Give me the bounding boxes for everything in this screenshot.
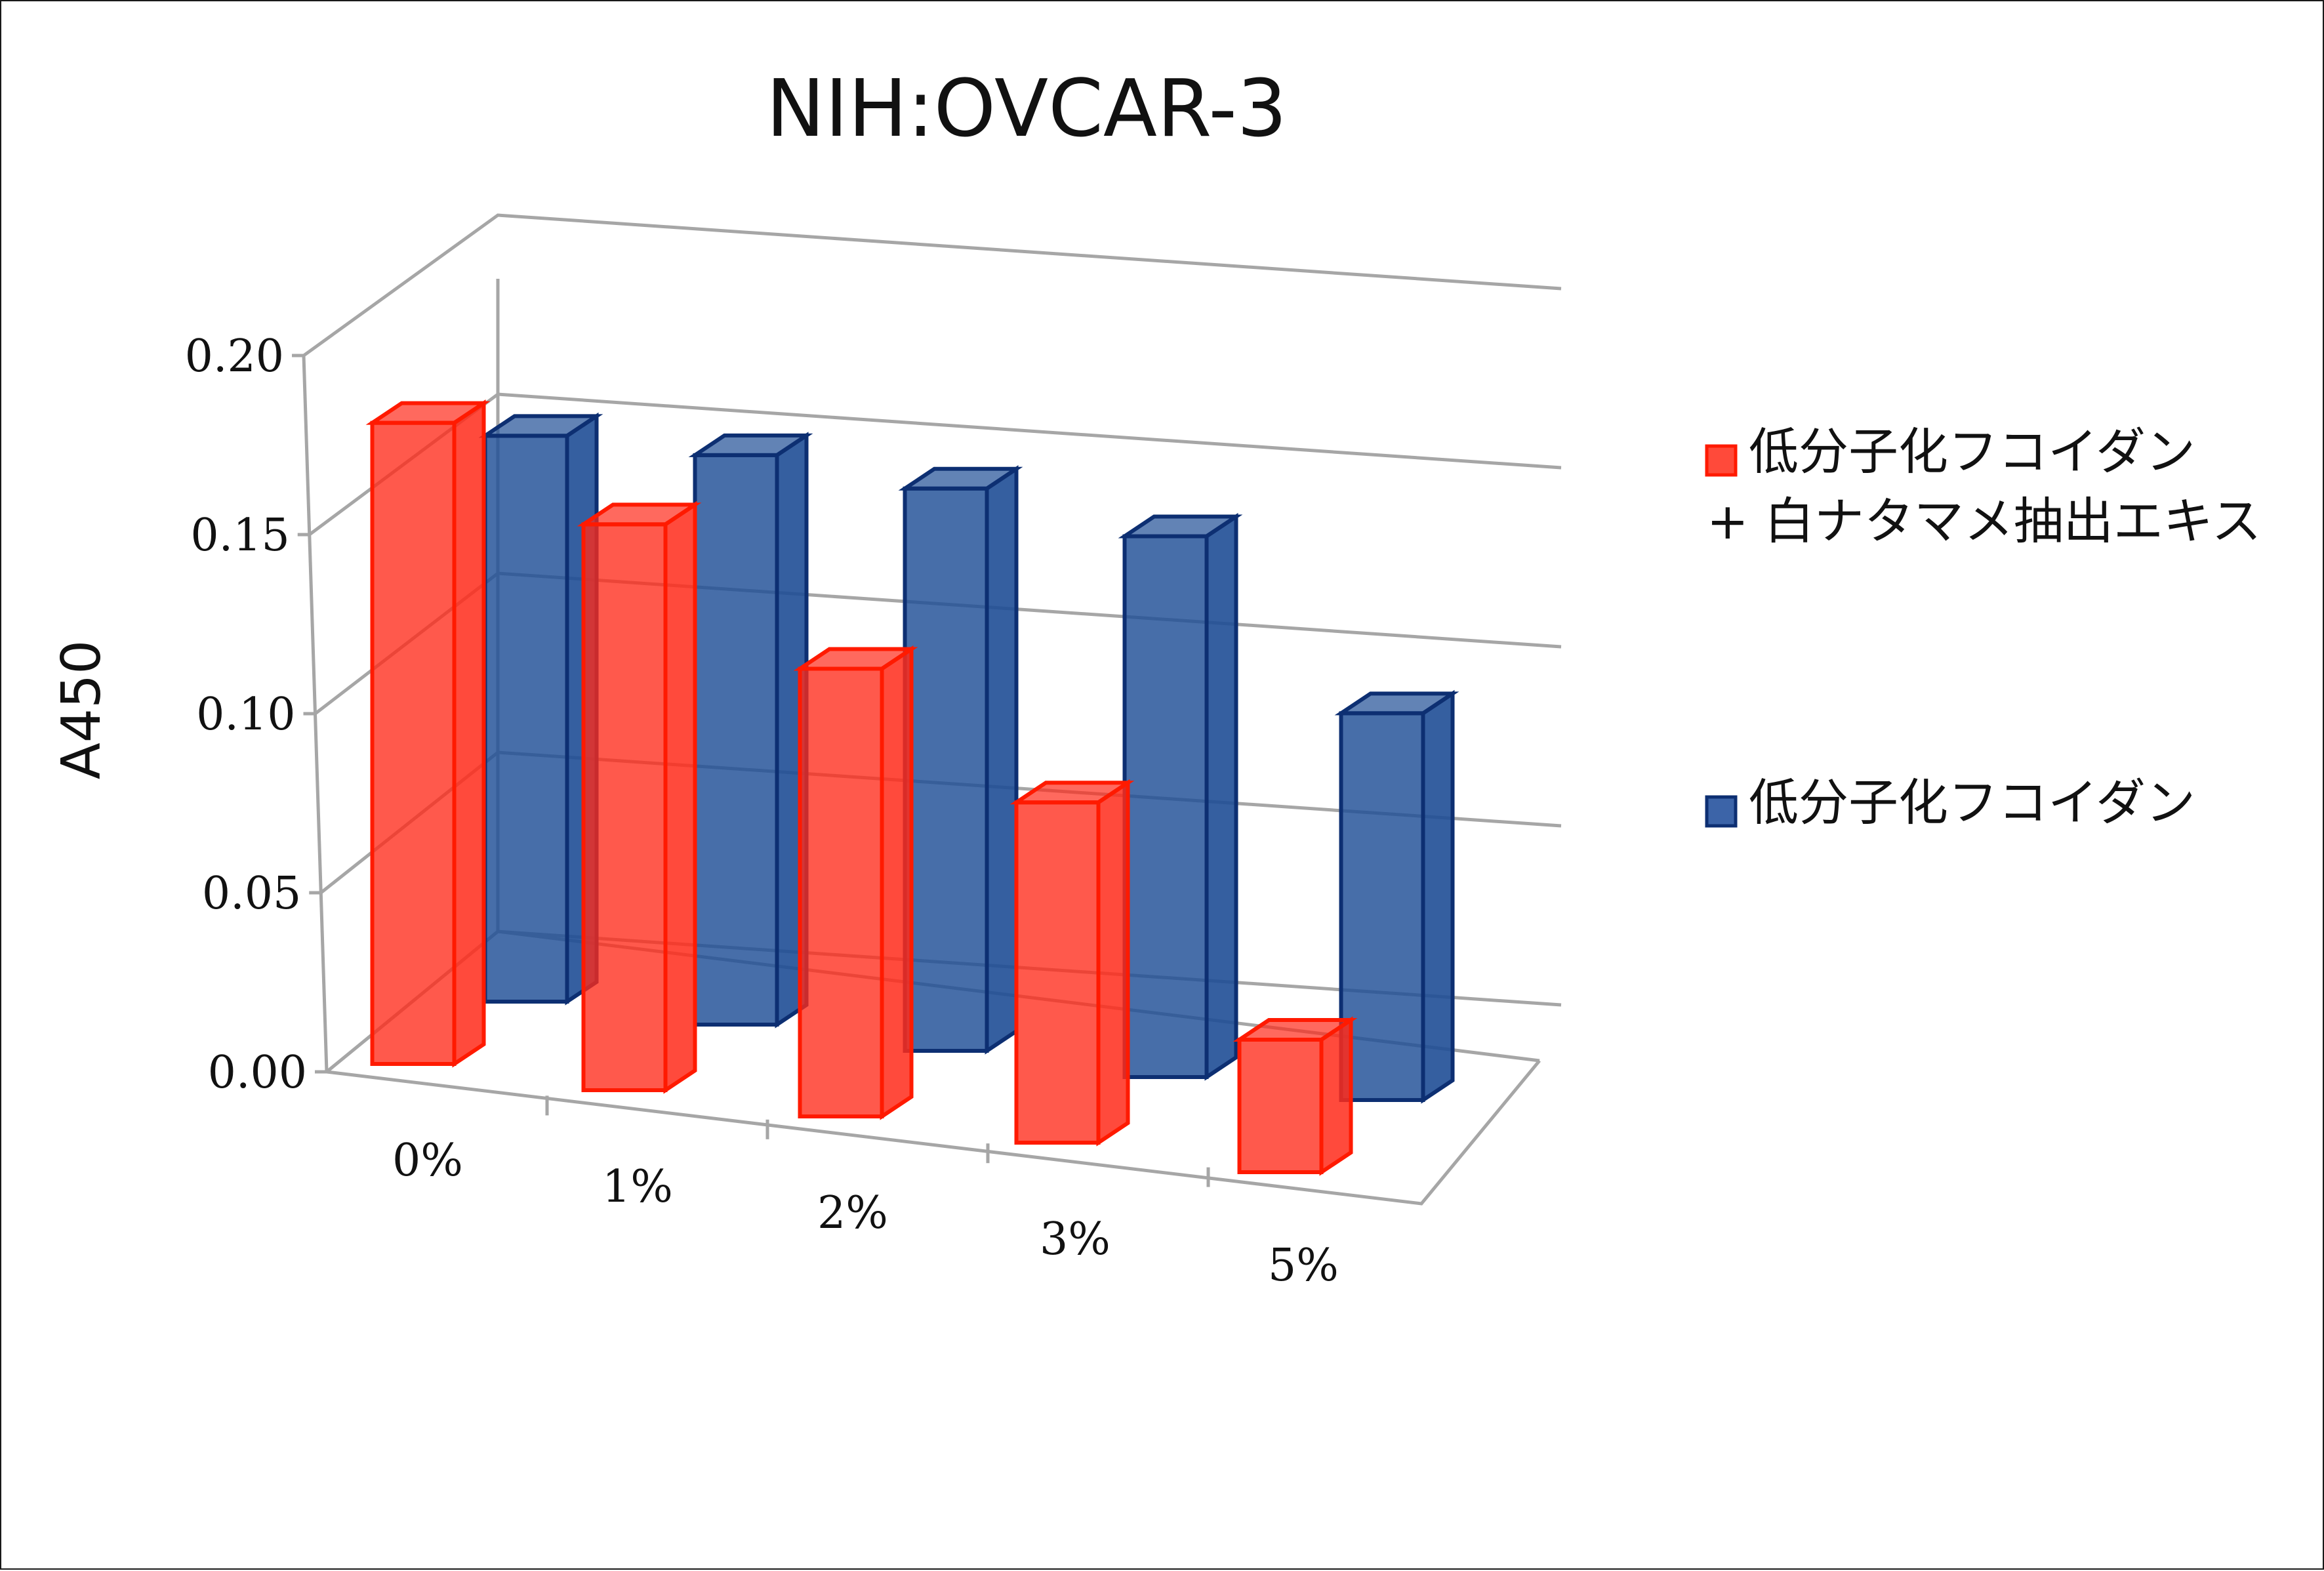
x-tick-label: 3%: [1040, 1214, 1111, 1265]
bar-top: [1233, 1017, 1358, 1042]
bar-series-1: [793, 645, 918, 1120]
chart-title: NIH:OVCAR-3: [766, 64, 1287, 155]
legend-label: 低分子化フコイダン: [1749, 773, 2195, 832]
bar-series-1: [1009, 779, 1135, 1147]
legend-swatch: [1705, 795, 1738, 828]
bar-top: [1334, 691, 1459, 716]
bar-side: [1204, 512, 1238, 1081]
floor-front-edge: [326, 1059, 1541, 1206]
bar-front: [581, 522, 668, 1092]
bar-side: [452, 399, 486, 1068]
x-tick-label: 2%: [817, 1187, 888, 1239]
bar-front: [903, 486, 989, 1053]
bar-series-1: [1233, 1016, 1358, 1176]
legend-label: 低分子化フコイダン: [1749, 422, 2195, 481]
bar-front: [1237, 1037, 1324, 1174]
bar-front: [483, 434, 569, 1004]
y-tick-label: 0.15: [190, 510, 289, 561]
y-tick-label: 0.00: [208, 1047, 307, 1099]
x-tick-label: 1%: [602, 1161, 673, 1213]
bar-top: [1118, 514, 1243, 539]
bar-front: [1339, 711, 1425, 1102]
axis-ticks: 0.00 0.05 0.10 0.15 0.20 0% 1% 2% 3% 5%: [185, 331, 1339, 1292]
bar-side: [985, 465, 1019, 1055]
bar-top: [793, 647, 918, 671]
gridline: [302, 213, 1562, 357]
bar-top: [365, 401, 491, 425]
bar-front: [370, 420, 457, 1066]
y-axis-line: [302, 355, 329, 1072]
y-tick-label: 0.10: [196, 689, 295, 741]
y-tick-label: 0.20: [185, 331, 284, 382]
bar-top: [898, 466, 1023, 491]
bar-front: [798, 666, 884, 1118]
bar-series-2: [478, 412, 603, 1006]
bar-series-1: [577, 500, 702, 1094]
x-tick-label: 0%: [392, 1135, 463, 1187]
bar-front: [1014, 800, 1101, 1145]
bar-top: [688, 433, 813, 457]
bar-top: [1009, 781, 1135, 805]
bar-front: [693, 453, 779, 1027]
bar-series-1: [365, 399, 491, 1068]
bar-series-2: [1118, 512, 1243, 1081]
bar-front: [1122, 534, 1209, 1079]
y-tick-label: 0.05: [202, 868, 301, 920]
x-tick-label: 5%: [1268, 1240, 1339, 1292]
legend-swatch: [1705, 444, 1738, 477]
bar-side: [1421, 689, 1455, 1104]
bar-side: [1096, 779, 1130, 1147]
plot-bars: [365, 399, 1459, 1176]
bar-series-2: [898, 465, 1023, 1055]
bar-top: [478, 414, 603, 438]
bar-side: [1319, 1016, 1353, 1176]
y-axis-label: A450: [51, 640, 113, 780]
bar-series-2: [688, 432, 813, 1029]
bar-top: [577, 502, 702, 527]
bar-side: [663, 500, 697, 1094]
legend-label: + 白ナタマメ抽出エキス: [1707, 492, 2262, 550]
bar-series-2: [1334, 689, 1459, 1104]
bar-side: [880, 645, 914, 1120]
